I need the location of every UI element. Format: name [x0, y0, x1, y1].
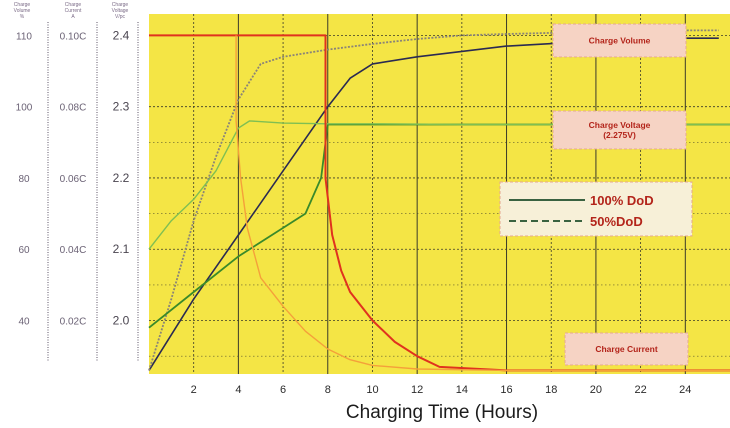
- axis-tick-label: 2.4: [113, 28, 130, 42]
- annotation-box-bg: [552, 23, 687, 58]
- x-tick-label: 8: [325, 384, 331, 396]
- axis-tick-label: 2.3: [113, 100, 130, 114]
- axis-tick-label: 0.08C: [60, 103, 87, 114]
- annotation-box: Charge Current: [564, 332, 689, 366]
- x-tick-label: 6: [280, 384, 286, 396]
- x-tick-label: 18: [545, 384, 557, 396]
- axis-tick-label: 2.1: [113, 242, 130, 256]
- axis-header-line: Charge: [65, 2, 82, 8]
- x-tick-label: 10: [366, 384, 378, 396]
- axis-tick-label: 0.06C: [60, 174, 87, 185]
- axis-tick-label: 40: [18, 317, 30, 328]
- x-tick-label: 2: [191, 384, 197, 396]
- x-tick-label: 20: [590, 384, 602, 396]
- annotation-text: Charge Current: [595, 344, 658, 354]
- axis-header-line: Charge: [112, 2, 129, 8]
- annotation-text: Charge Voltage: [589, 120, 651, 130]
- axis-header-line: Voltage: [112, 8, 129, 14]
- axis-tick-label: 110: [16, 31, 32, 42]
- axis-tick-label: 0.02C: [60, 317, 87, 328]
- annotation-box-bg: [552, 110, 687, 150]
- axis-header-line: A: [71, 14, 75, 20]
- axis-tick-label: 0.10C: [60, 31, 87, 42]
- annotation-text: (2.275V): [603, 130, 636, 140]
- x-axis-label: Charging Time (Hours): [346, 402, 538, 423]
- x-tick-label: 16: [500, 384, 512, 396]
- axis-header-line: V/pc: [115, 14, 126, 20]
- series-line-charge-voltage-50: [148, 120, 730, 250]
- legend-label: 100% DoD: [590, 193, 654, 208]
- axis-header-line: Charge: [14, 2, 31, 8]
- axis-tick-label: 2.2: [113, 171, 130, 185]
- axis-header-line: %: [20, 14, 25, 20]
- x-tick-label: 4: [235, 384, 241, 396]
- x-tick-label: 24: [679, 384, 691, 396]
- legend-box: [499, 181, 693, 237]
- axis-header-line: Volume: [14, 8, 31, 14]
- legend-label: 50%DoD: [590, 214, 643, 229]
- axis-header-line: Current: [65, 8, 82, 14]
- left-axes: ChargeVolume%110100806040ChargeCurrentA0…: [14, 2, 139, 362]
- annotation-box: Charge Voltage(2.275V): [552, 110, 687, 150]
- x-tick-label: 14: [456, 384, 468, 396]
- axis-tick-label: 60: [18, 245, 30, 256]
- annotation-box: Charge Volume: [552, 23, 687, 58]
- annotation-box-bg: [564, 332, 689, 366]
- legend: 100% DoD 50%DoD: [499, 181, 693, 237]
- series-line-charge-current-50: [235, 35, 730, 372]
- axis-tick-label: 80: [18, 174, 30, 185]
- x-tick-label: 12: [411, 384, 423, 396]
- axis-tick-label: 0.04C: [60, 245, 87, 256]
- axis-tick-label: 100: [16, 103, 33, 114]
- annotation-text: Charge Volume: [589, 36, 651, 46]
- axis-tick-label: 2.0: [113, 314, 130, 328]
- x-tick-label: 22: [634, 384, 646, 396]
